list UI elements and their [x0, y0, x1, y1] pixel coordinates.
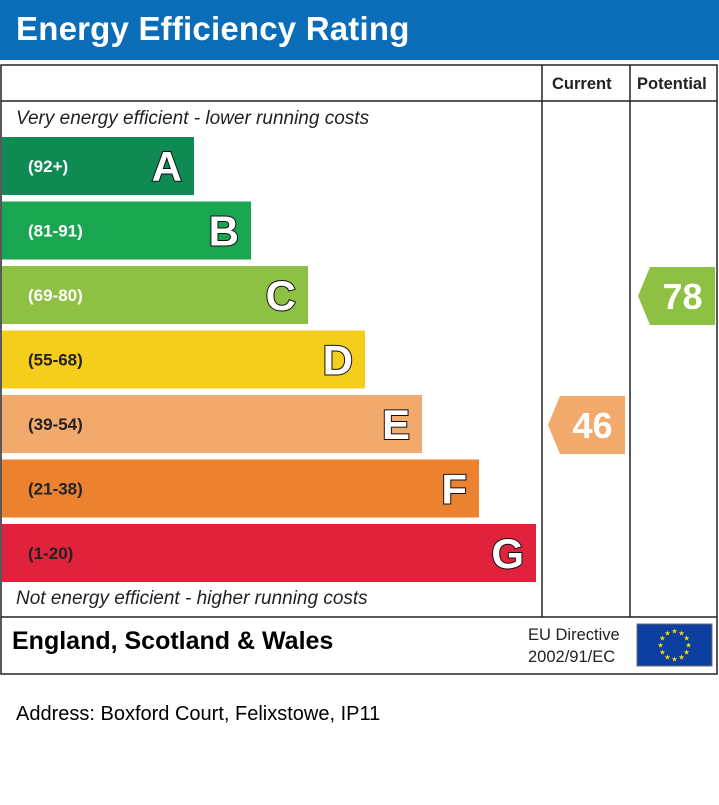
inefficient-note: Not energy efficient - higher running co… [16, 588, 368, 609]
eu-flag-icon: ★ ★★★★★★★★★★★ [636, 623, 713, 667]
band-a-range: (92+) [28, 157, 68, 176]
energy-rating-chart: (92+) A (81-91) B (69-80) C (55-68) D (39-54) E (2… [0, 64, 718, 675]
band-d-bar [2, 330, 365, 389]
band-a-bar [2, 137, 194, 195]
band-f-letter: F [441, 466, 467, 513]
band-b-letter: B [209, 208, 239, 255]
eu-star-icon: ★ [683, 635, 689, 643]
band-d-letter: D [323, 337, 353, 384]
potential-column-header: Potential [637, 75, 707, 93]
potential-rating-arrow [638, 267, 715, 325]
current-column-header: Current [552, 75, 612, 93]
band-g-bar [2, 524, 536, 582]
eu-directive-label: EU Directive [528, 626, 620, 644]
current-rating-arrow [548, 396, 625, 454]
eu-star-icon: ★ [683, 649, 689, 657]
band-c-bar [2, 266, 308, 324]
eu-star-icon: ★ [657, 642, 663, 650]
chart-border [0, 64, 718, 675]
eu-star-icon: ★ [671, 628, 677, 636]
rating-markers: 46 78 [548, 267, 715, 454]
band-b-bar [2, 201, 251, 260]
eu-star-icon: ★ [671, 656, 677, 664]
band-a-letter: A [152, 143, 182, 190]
band-c-letter: C [266, 272, 296, 319]
eu-star-icon: ★ [659, 649, 665, 657]
eu-directive-number: 2002/91/EC [528, 648, 616, 666]
band-g-letter: G [491, 530, 524, 577]
property-address: Address: Boxford Court, Felixstowe, IP11 [16, 703, 381, 725]
band-c-range: (69-80) [28, 286, 83, 305]
title-bar: Energy Efficiency Rating [0, 0, 719, 60]
page-title: Energy Efficiency Rating [16, 10, 410, 47]
country-label: England, Scotland & Wales [12, 627, 334, 655]
eu-star-icon: ★ [659, 635, 665, 643]
current-rating-value: 46 [572, 405, 612, 446]
band-b-range: (81-91) [28, 222, 83, 241]
band-f-bar [2, 459, 479, 518]
eu-star-icon: ★ [664, 654, 670, 662]
band-g-range: (1-20) [28, 544, 73, 563]
potential-rating-value: 78 [662, 276, 702, 317]
eu-star-icon: ★ [685, 642, 691, 650]
eu-star-icon: ★ [664, 629, 670, 637]
band-e-bar [2, 395, 422, 453]
eu-star-icon: ★ [678, 629, 684, 637]
band-d-range: (55-68) [28, 351, 83, 370]
eu-star-icon: ★ [678, 654, 684, 662]
efficient-note: Very energy efficient - lower running co… [16, 108, 370, 129]
band-f-range: (21-38) [28, 480, 83, 499]
band-e-range: (39-54) [28, 415, 83, 434]
band-e-letter: E [382, 401, 410, 448]
rating-bands: (92+) A (81-91) B (69-80) C (55-68) D (39-54) E (2… [2, 137, 536, 582]
